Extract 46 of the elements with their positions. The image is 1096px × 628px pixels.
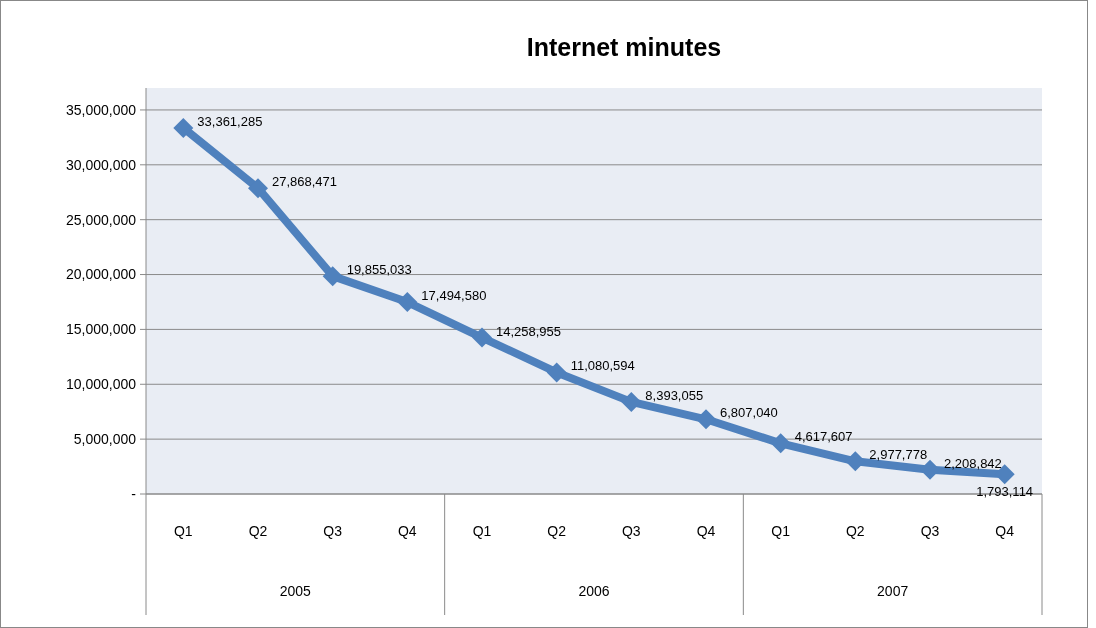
data-label: 17,494,580 [421, 288, 487, 304]
chart-title: Internet minutes [526, 33, 722, 61]
y-tick-label: - [131, 485, 137, 502]
point [546, 362, 567, 383]
y-tick-label: 35,000,000 [65, 101, 137, 118]
y-tick-label: 30,000,000 [65, 156, 137, 173]
data-label: 11,080,594 [570, 358, 635, 374]
text: 2006 [578, 583, 610, 599]
data-label: 1,793,114 [976, 484, 1034, 500]
y-tick-label: 20,000,000 [65, 266, 137, 283]
point [322, 266, 343, 287]
point [696, 409, 716, 430]
x-tick-label: Q4 [696, 523, 716, 539]
x-tick-label: Q3 [621, 523, 641, 539]
data-label: 2,208,842 [944, 455, 1002, 471]
y-tick-label: 15,000,000 [65, 321, 137, 338]
y-tick-label: 5,000,000 [73, 431, 137, 448]
data-label: 8,393,055 [645, 387, 704, 403]
text: 2007 [877, 583, 909, 599]
text: 2005 [279, 583, 312, 599]
point [248, 178, 268, 199]
y-tick-label: 25,000,000 [65, 211, 137, 228]
x-tick-label: Q1 [771, 523, 791, 539]
x-tick-label: Q2 [248, 523, 268, 539]
data-label: 6,807,040 [720, 405, 778, 421]
y-tick-label: 10,000,000 [65, 376, 137, 393]
point [397, 292, 418, 313]
x-tick-label: Q4 [397, 523, 417, 539]
point [621, 391, 642, 412]
data-label: 2,977,778 [869, 447, 928, 463]
data-label: 14,258,955 [496, 323, 562, 339]
data-label: 19,855,033 [346, 262, 412, 278]
x-tick-label: Q2 [845, 523, 865, 539]
data-label: 27,868,471 [272, 174, 338, 190]
x-tick-label: Q2 [547, 523, 567, 539]
data-label: 4,617,607 [794, 429, 853, 445]
point [920, 459, 940, 480]
x-tick-label: Q1 [472, 523, 492, 539]
point [770, 433, 791, 454]
data-label: 33,361,285 [197, 113, 263, 129]
x-tick-label: Q3 [323, 523, 343, 539]
point [173, 117, 194, 138]
x-tick-label: Q3 [920, 523, 940, 539]
x-tick-label: Q4 [995, 523, 1015, 539]
x-tick-label: Q1 [173, 523, 193, 539]
point [472, 327, 492, 348]
